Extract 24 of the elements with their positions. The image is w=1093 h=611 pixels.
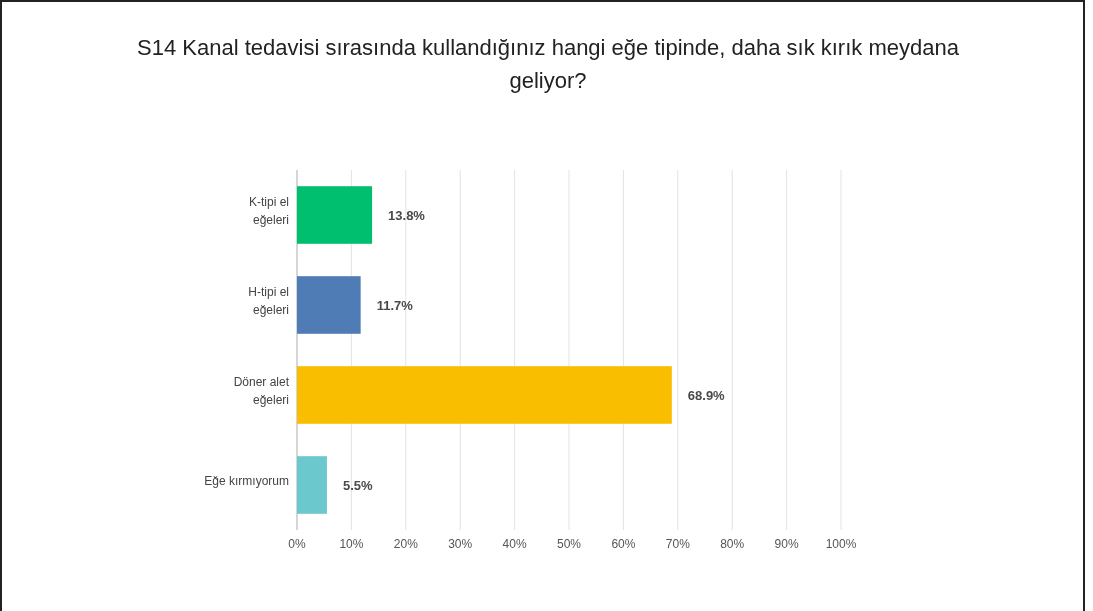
x-tick-label: 80% [720, 537, 745, 551]
x-tick-label: 10% [339, 537, 364, 551]
x-tick-label: 40% [502, 537, 527, 551]
x-tick-label: 60% [611, 537, 636, 551]
bar [297, 456, 327, 514]
x-tick-label: 30% [448, 537, 473, 551]
y-tick-label: K-tipi el eğeleri [248, 195, 289, 227]
y-tick-label: Eğe kırmıyorum [204, 474, 289, 488]
bar [297, 366, 672, 424]
chart-title: S14 Kanal tedavisi sırasında kullandığınız hangi eğe tipinde, daha sık kırık meydana geliyor? [137, 35, 960, 93]
y-tick-label: Döner alet eğeleri [233, 375, 290, 407]
x-tick-label: 0% [288, 537, 306, 551]
data-label: 5.5% [342, 477, 373, 493]
bar [297, 186, 373, 244]
data-label: 68.9% [687, 387, 726, 403]
x-tick-label: 70% [665, 537, 691, 551]
x-tick-label: 100% [825, 537, 857, 551]
data-label: 11.7% [376, 297, 414, 313]
bar [297, 276, 361, 334]
x-tick-label: 90% [774, 537, 799, 551]
x-tick-label: 50% [556, 537, 582, 551]
y-tick-label: H-tipi el eğeleri [248, 285, 289, 317]
data-label: 13.8% [388, 207, 426, 223]
x-tick-label: 20% [393, 537, 419, 551]
